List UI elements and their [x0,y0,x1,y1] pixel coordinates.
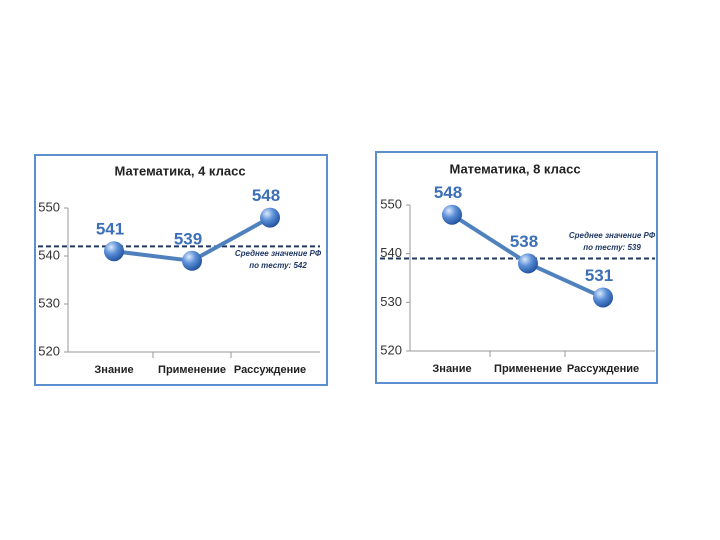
y-tick-label: 540 [38,247,60,262]
x-tick-label: Знание [94,364,133,376]
y-tick-label: 540 [380,245,402,260]
x-tick-label: Применение [494,363,562,375]
data-label: 539 [174,229,202,248]
point [442,204,462,225]
point [104,241,124,262]
point [260,207,280,228]
chart: Математика, 4 класс 520 530 540 550 Знание При… [34,154,328,386]
data-label: 538 [510,232,538,251]
reference-annotation: Среднее значение РФ [235,249,322,258]
data-label: 541 [96,220,124,239]
data-label: 548 [434,183,462,202]
y-tick-label: 520 [380,342,402,357]
y-tick-label: 550 [38,199,60,214]
reference-annotation: Среднее значение РФ [569,231,656,240]
y-tick-label: 550 [380,196,402,211]
data-label: 531 [585,266,613,285]
chart-title: Математика, 4 класс [114,163,245,178]
chart-title: Математика, 8 класс [449,161,580,176]
x-tick-label: Применение [158,364,226,376]
chart: Математика, 8 класс 520 530 540 550 Знание При… [375,151,658,384]
data-label: 548 [252,186,280,205]
point [593,287,613,308]
x-tick-label: Рассуждение [567,363,639,375]
x-tick-label: Рассуждение [234,364,306,376]
chart-frame [34,154,328,386]
y-tick-label: 530 [380,294,402,309]
x-tick-label: Знание [432,363,471,375]
y-tick-label: 520 [38,343,60,358]
reference-annotation: по тесту: 539 [583,243,641,252]
chart-frame [375,151,658,384]
point [182,250,202,271]
point [518,253,538,274]
y-tick-label: 530 [38,295,60,310]
reference-annotation: по тесту: 542 [249,261,307,270]
